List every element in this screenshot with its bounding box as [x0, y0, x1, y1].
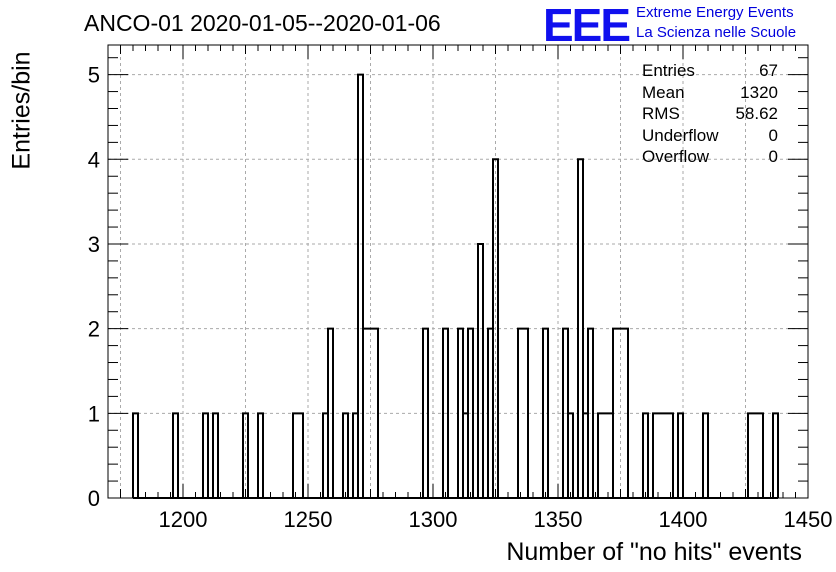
histogram-bin: [642, 412, 649, 498]
histogram-bin: [327, 327, 334, 498]
stat-row-entries: Entries 67: [642, 60, 778, 82]
x-tick-label: 1350: [534, 507, 583, 532]
tick-labels: 1200 1250 1300 1350 1400 1450 0 1 2 3 4 5: [88, 63, 833, 532]
histogram-bin: [422, 327, 429, 498]
stat-row-overflow: Overflow 0: [642, 146, 778, 168]
stat-label: Overflow: [642, 147, 710, 166]
histogram-bin: [652, 412, 674, 498]
axes: [107, 44, 809, 499]
histogram-bin: [597, 412, 614, 498]
histogram-bin: [202, 412, 209, 498]
stat-label: Mean: [642, 82, 685, 102]
logo-tagline-2: La Scienza nelle Scuole: [636, 24, 797, 41]
histogram-bin: [492, 158, 499, 498]
histogram-bin: [357, 73, 364, 498]
stat-value: 1320: [740, 82, 778, 102]
eee-logo: EEE: [543, 0, 631, 51]
histogram-bin: [257, 412, 264, 498]
stat-value: 67: [759, 61, 778, 80]
stat-label: RMS: [642, 104, 680, 123]
histogram-bin: [772, 412, 779, 498]
histogram-bin: [702, 412, 709, 498]
x-tick-label: 1200: [159, 507, 208, 532]
histogram-bin: [517, 327, 529, 498]
stat-label: Entries: [642, 61, 695, 80]
stat-value: 0: [768, 125, 778, 145]
grid-lines: [108, 45, 808, 498]
stat-label: Underflow: [642, 125, 719, 145]
x-tick-label: 1400: [659, 507, 708, 532]
histogram-series: [132, 73, 779, 499]
histogram-bin: [477, 242, 484, 498]
y-tick-label: 4: [88, 147, 100, 172]
histogram-bin: [612, 327, 629, 498]
y-tick-label: 3: [88, 232, 100, 257]
stat-value: 58.62: [735, 104, 778, 123]
stat-value: 0: [768, 147, 778, 166]
stats-box: Entries 67 Mean 1320 RMS 58.62 Underflow…: [642, 60, 778, 168]
histogram-bin: [362, 327, 379, 498]
x-tick-label: 1250: [284, 507, 333, 532]
stat-row-rms: RMS 58.62: [642, 103, 778, 125]
histogram-bin: [342, 412, 349, 498]
y-tick-label: 5: [88, 63, 100, 88]
histogram-bin: [542, 327, 549, 498]
histogram-bin: [577, 158, 584, 498]
histogram-bin: [567, 412, 574, 498]
histogram-bin: [677, 412, 684, 498]
histogram-bin: [292, 412, 304, 498]
y-axis-label: Entries/bin: [7, 51, 36, 170]
histogram-bin: [132, 412, 139, 498]
x-tick-label: 1300: [409, 507, 458, 532]
x-axis-label: Number of "no hits" events: [506, 538, 802, 566]
histogram-bin: [212, 412, 219, 498]
y-tick-label: 0: [88, 486, 100, 511]
histogram-bin: [587, 327, 594, 498]
x-tick-label: 1450: [784, 507, 833, 532]
histogram-bin: [442, 327, 449, 498]
stat-row-underflow: Underflow 0: [642, 125, 778, 147]
stat-row-mean: Mean 1320: [642, 82, 778, 104]
chart-title: ANCO-01 2020-01-05--2020-01-06: [84, 10, 441, 36]
histogram-bin: [467, 327, 474, 498]
y-tick-label: 1: [88, 401, 100, 426]
histogram-bin: [747, 412, 764, 498]
y-tick-label: 2: [88, 317, 100, 342]
histogram-bin: [242, 412, 249, 498]
logo-tagline-1: Extreme Energy Events: [636, 4, 794, 21]
histogram-bin: [172, 412, 179, 498]
